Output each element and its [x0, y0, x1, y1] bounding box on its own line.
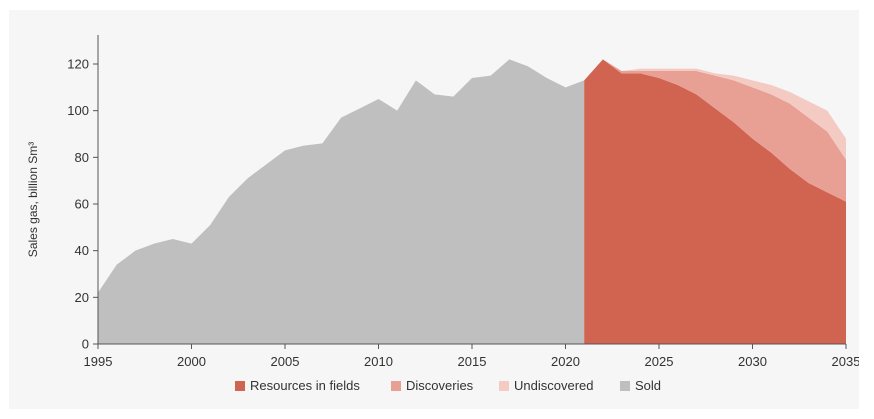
x-tick-label: 2030	[738, 354, 767, 369]
y-tick-label: 100	[67, 103, 89, 118]
chart-legend: Resources in fields Discoveries Undiscover…	[235, 378, 661, 393]
y-tick-label: 60	[75, 197, 89, 212]
legend-swatch-resources-in-fields	[235, 381, 245, 391]
y-tick-label: 40	[75, 243, 89, 258]
legend-label-resources-in-fields: Resources in fields	[250, 378, 360, 393]
legend-swatch-discoveries	[391, 381, 401, 391]
sales-gas-area-chart: 0 20 40 60 80 100 120 1995 2000 2005 2010 2015 2020 2…	[26, 35, 859, 393]
x-tick-label: 2005	[271, 354, 300, 369]
legend-label-sold: Sold	[635, 378, 661, 393]
legend-label-discoveries: Discoveries	[406, 378, 474, 393]
y-tick-label: 80	[75, 150, 89, 165]
y-tick-label: 0	[82, 337, 89, 352]
area-discoveries	[584, 59, 846, 202]
x-tick-label: 2015	[458, 354, 487, 369]
x-tick-label: 2010	[364, 354, 393, 369]
legend-swatch-undiscovered	[499, 381, 509, 391]
y-axis-title: Sales gas, billion Sm³	[26, 142, 40, 257]
legend-swatch-sold	[620, 381, 630, 391]
x-tick-label: 2025	[645, 354, 674, 369]
chart-axes: 0 20 40 60 80 100 120 1995 2000 2005 2010 2015 2020 2…	[67, 35, 859, 369]
y-tick-label: 120	[67, 57, 89, 72]
area-sold	[98, 59, 585, 344]
chart-areas	[98, 59, 846, 344]
y-tick-label: 20	[75, 290, 89, 305]
area-resources-in-fields	[584, 59, 846, 344]
x-tick-label: 2000	[177, 354, 206, 369]
x-tick-label: 2035	[832, 354, 859, 369]
x-tick-label: 2020	[551, 354, 580, 369]
x-tick-label: 1995	[84, 354, 113, 369]
legend-label-undiscovered: Undiscovered	[514, 378, 594, 393]
chart-panel: 0 20 40 60 80 100 120 1995 2000 2005 2010 2015 2020 2…	[9, 10, 859, 409]
